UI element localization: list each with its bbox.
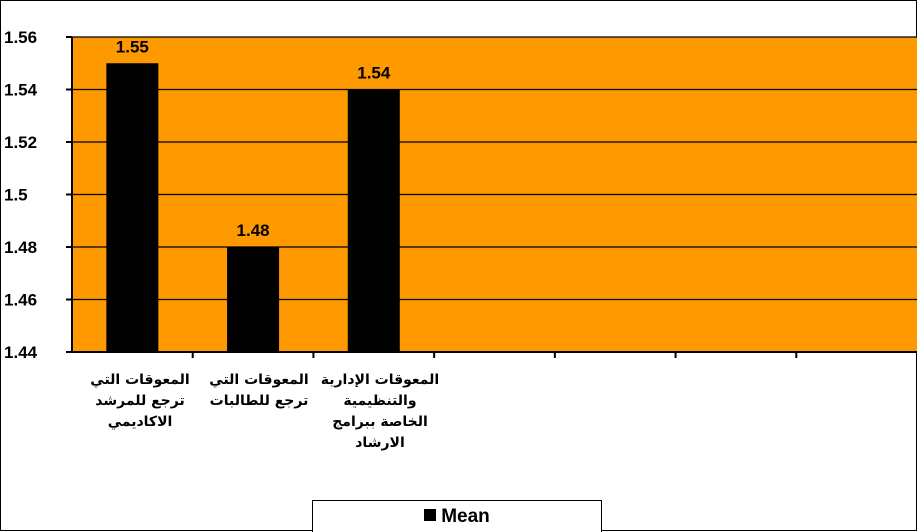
legend-label: Mean [441, 506, 490, 528]
y-axis-ticks: 1.44 1.46 1.48 1.5 1.52 1.54 1.56 [4, 28, 72, 362]
data-label: 1.55 [116, 37, 149, 56]
y-tick-label: 1.46 [4, 291, 37, 310]
legend: Mean [312, 500, 602, 532]
y-tick-label: 1.44 [4, 343, 38, 362]
x-tick-label: المعوقات الإدارية والتنظيمية الخاصة ببرا… [318, 370, 442, 454]
y-tick-label: 1.5 [4, 186, 28, 205]
y-tick-label: 1.52 [4, 133, 37, 152]
y-tick-label: 1.54 [4, 81, 38, 100]
bar [227, 247, 279, 352]
y-tick-label: 1.56 [4, 28, 37, 47]
data-label: 1.54 [357, 64, 391, 83]
bar [106, 63, 158, 352]
y-tick-label: 1.48 [4, 238, 37, 257]
data-label: 1.48 [237, 221, 270, 240]
bar [348, 90, 400, 353]
legend-swatch [424, 509, 436, 521]
x-tick-label: المعوقات التي ترجع للطالبات [197, 370, 321, 412]
x-tick-label: المعوقات التي ترجع للمرشد الاكاديمي [78, 370, 202, 433]
